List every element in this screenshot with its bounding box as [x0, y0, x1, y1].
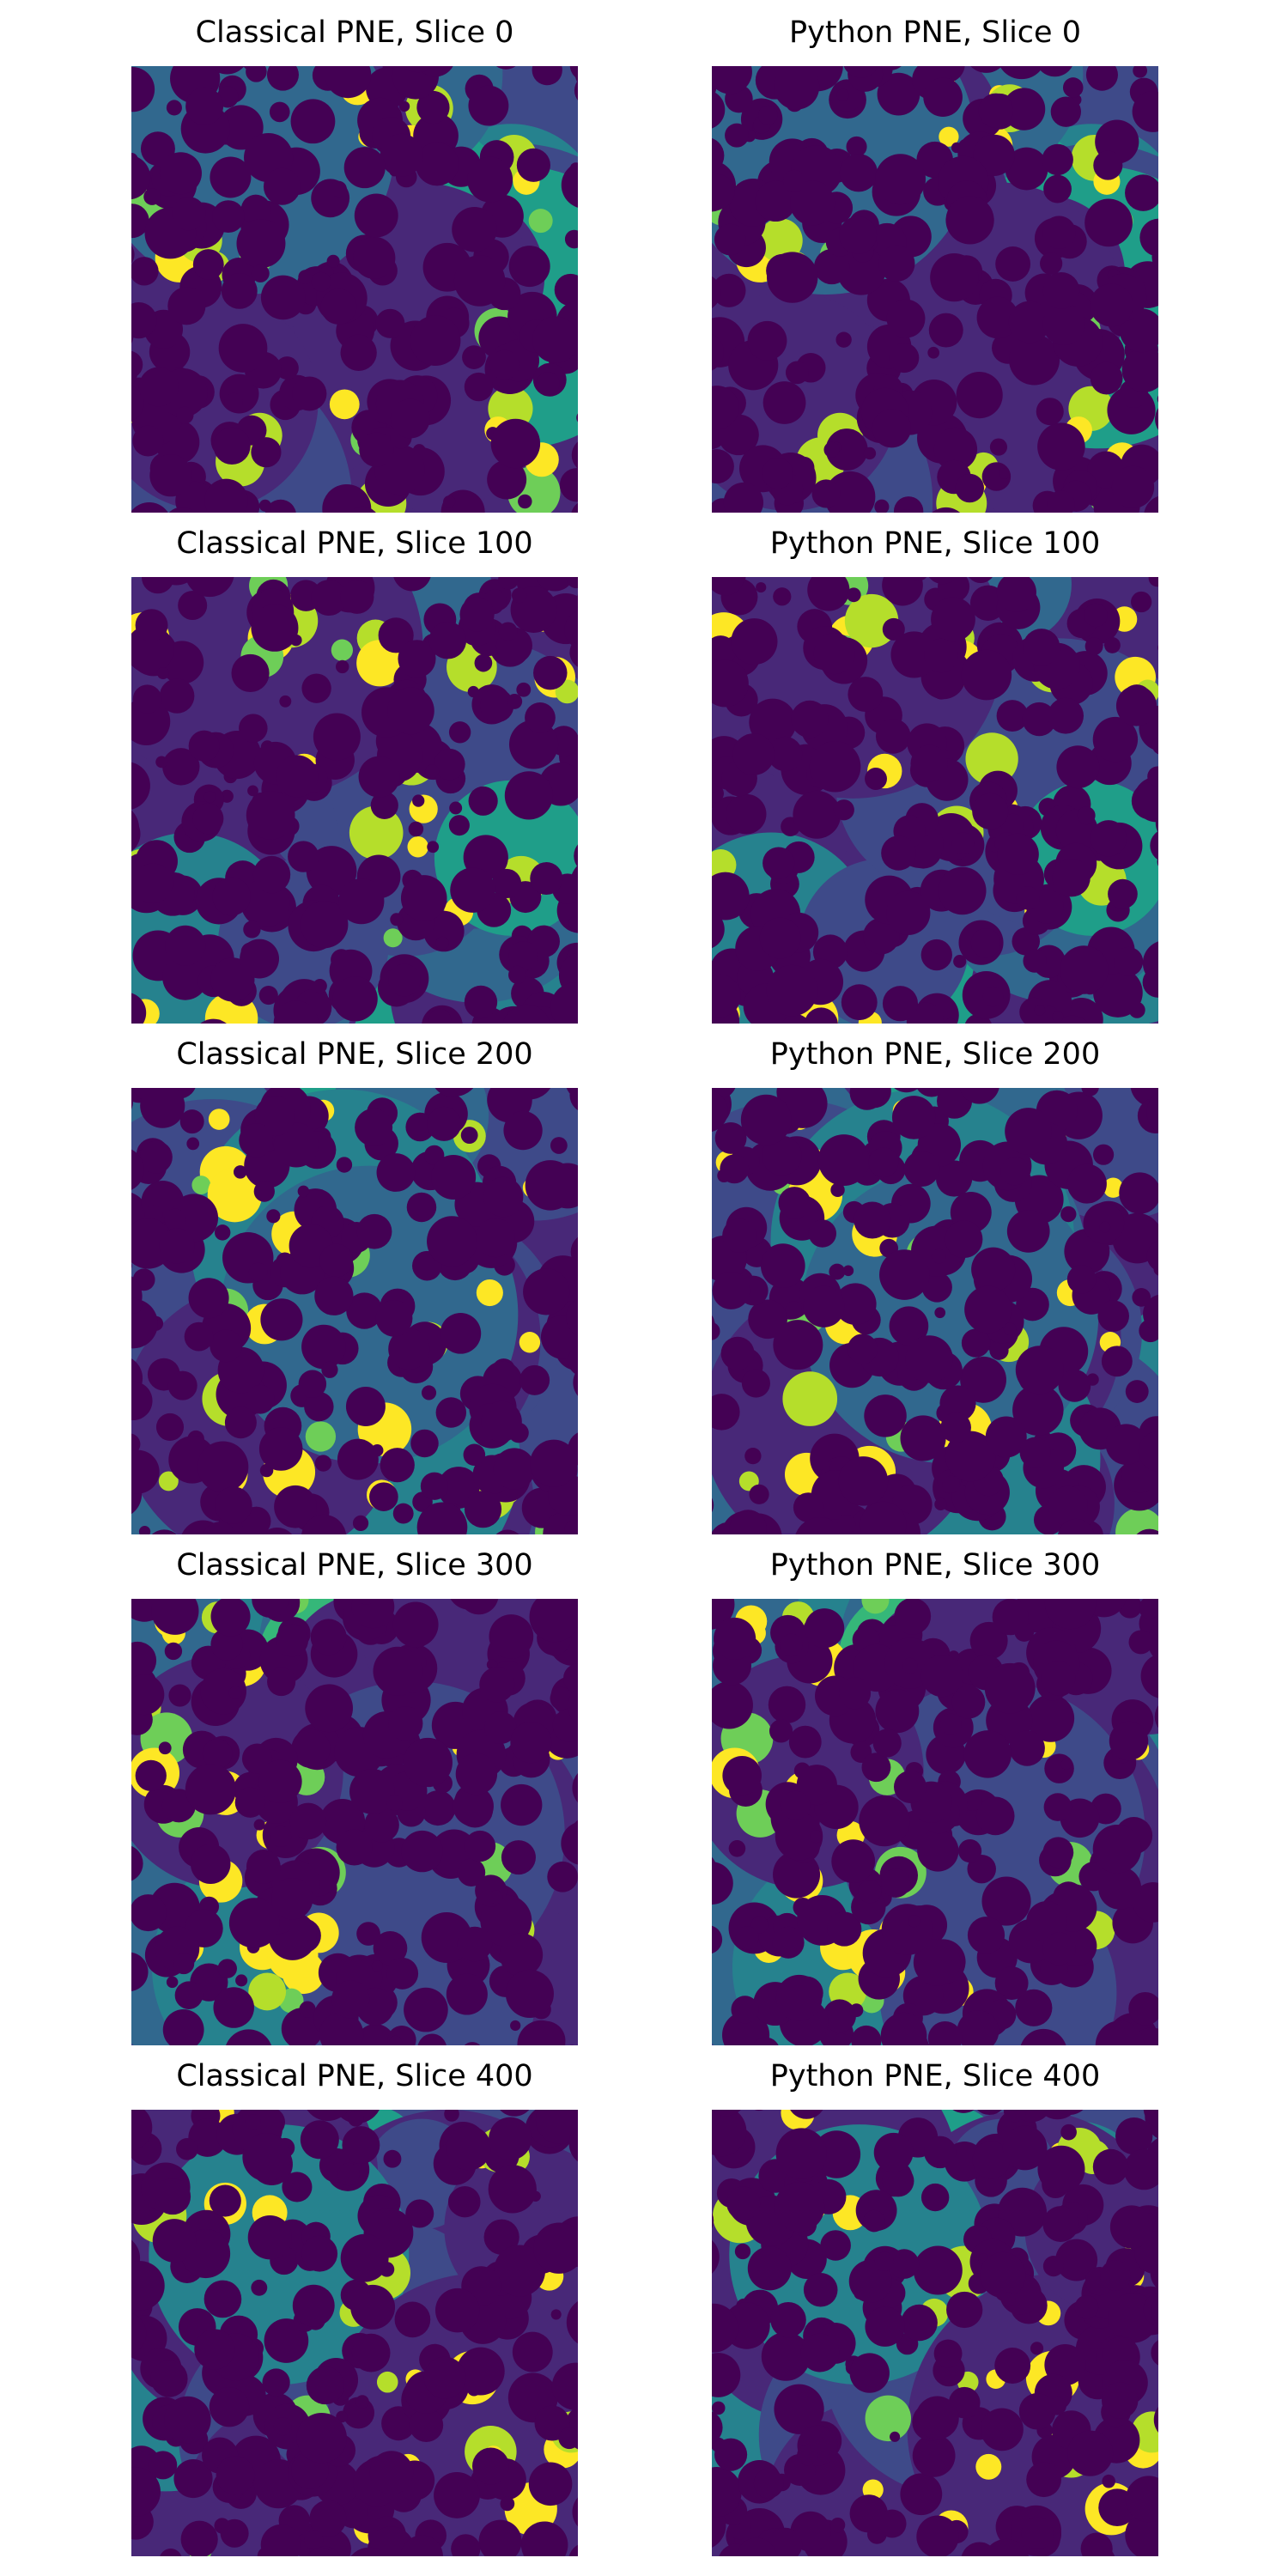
slice-image	[712, 577, 1158, 1024]
slice-image	[131, 1599, 578, 2045]
panel-title: Classical PNE, Slice 200	[176, 1037, 532, 1072]
slice-image	[712, 66, 1158, 513]
panel-title: Classical PNE, Slice 0	[196, 15, 514, 50]
panel-title: Classical PNE, Slice 100	[176, 526, 532, 561]
slice-image	[712, 1088, 1158, 1534]
slice-image	[131, 577, 578, 1024]
panel-title: Classical PNE, Slice 400	[176, 2059, 532, 2093]
slice-image	[131, 66, 578, 513]
panel-title: Python PNE, Slice 100	[770, 526, 1100, 561]
panel-title: Python PNE, Slice 200	[770, 1037, 1100, 1072]
slice-image	[131, 1088, 578, 1534]
slice-image	[131, 2110, 578, 2556]
panel-title: Python PNE, Slice 0	[789, 15, 1081, 50]
slice-image	[712, 1599, 1158, 2045]
panel-title: Python PNE, Slice 400	[770, 2059, 1100, 2093]
panel-title: Python PNE, Slice 300	[770, 1548, 1100, 1583]
slice-image	[712, 2110, 1158, 2556]
panel-title: Classical PNE, Slice 300	[176, 1548, 532, 1583]
